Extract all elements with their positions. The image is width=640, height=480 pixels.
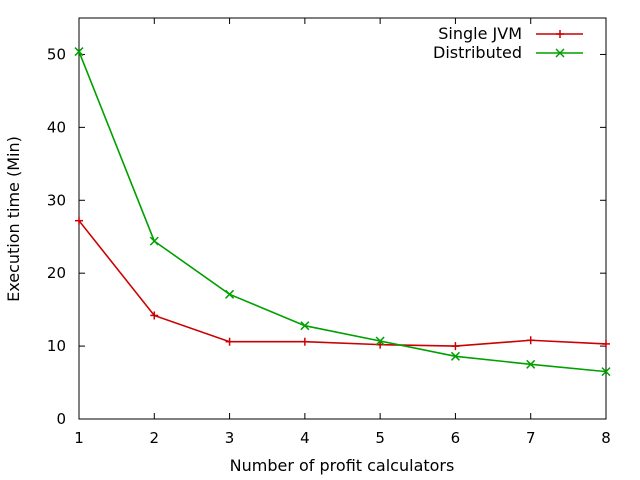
data-point-distributed (149, 236, 159, 246)
data-point-distributed (74, 47, 84, 57)
x-tick-label: 5 (375, 429, 385, 447)
y-tick-label: 20 (47, 264, 66, 282)
x-tick-label: 6 (451, 429, 461, 447)
data-point-single-jvm (225, 337, 234, 346)
axis-ticks (78, 18, 607, 420)
series-line-single-jvm (78, 220, 607, 347)
data-point-distributed (225, 289, 235, 299)
data-point-distributed (526, 359, 536, 369)
legend-marker-single-jvm (556, 30, 564, 38)
series-layer (74, 47, 611, 377)
y-tick-label: 0 (56, 410, 66, 428)
x-tick-label: 8 (601, 429, 611, 447)
x-tick-label: 4 (300, 429, 310, 447)
x-axis-title: Number of profit calculators (230, 456, 455, 475)
series-line-distributed (78, 51, 607, 373)
y-axis-title: Execution time (Min) (4, 136, 23, 302)
x-tick-label: 1 (74, 429, 84, 447)
data-point-single-jvm (602, 339, 610, 348)
plot-frame (78, 17, 607, 420)
x-tick-label: 2 (150, 429, 160, 447)
legend-label-distributed: Distributed (433, 43, 522, 62)
data-point-single-jvm (526, 336, 535, 345)
y-tick-label: 50 (47, 45, 66, 63)
y-tick-label: 10 (47, 337, 66, 355)
x-tick-label: 7 (526, 429, 536, 447)
data-point-single-jvm (451, 342, 460, 351)
y-tick-label: 40 (47, 118, 66, 136)
data-point-single-jvm (150, 311, 159, 320)
data-point-distributed (601, 367, 611, 377)
data-point-distributed (450, 351, 460, 361)
data-point-single-jvm (75, 216, 83, 225)
legend-marker-distributed (555, 48, 565, 58)
y-tick-label: 30 (47, 191, 66, 209)
data-point-distributed (375, 336, 385, 346)
data-point-single-jvm (300, 337, 309, 346)
data-point-distributed (300, 321, 310, 331)
legend-label-single-jvm: Single JVM (438, 24, 522, 43)
x-tick-label: 3 (225, 429, 235, 447)
axis-tick-labels: 1 2 3 4 5 6 7 8 0 10 20 30 40 50 (47, 45, 611, 447)
